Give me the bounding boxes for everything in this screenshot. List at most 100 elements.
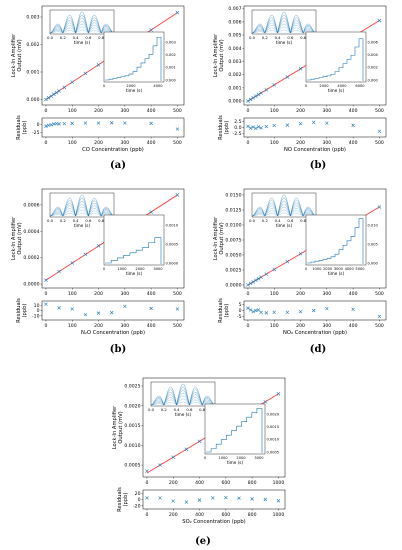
inset-steps-curve [206,407,263,453]
inset-steps-x-tick-label: 0 [103,267,106,271]
inset-trace-frame [49,192,115,218]
data-point-stroke [272,267,277,272]
residual-point [57,122,61,126]
residual-point-stroke [377,314,382,319]
data-point-stroke [70,261,75,265]
inset-steps-x-tick-label: 3000 [254,456,264,460]
residual-point-stroke [259,126,263,130]
data-point [264,88,269,92]
residual-y-tick-label: 0 [138,497,141,503]
residuals-axis-label-line: (ppb) [224,121,230,135]
inset-steps-xlabel: time (s) [328,271,345,276]
residual-point-stroke [175,307,180,311]
data-point [96,243,101,248]
data-point [184,447,189,452]
residual-point-stroke [96,121,101,125]
data-point [62,85,67,90]
residual-point-stroke [96,311,101,315]
residual-point [123,304,127,308]
residual-x-tick-label: 100 [270,323,279,329]
residual-y-tick-label: 0 [37,308,40,314]
y-tick-label: 0.0150 [225,193,241,199]
data-point-stroke [49,94,54,99]
panel-d: 0.00000.00250.00500.00750.01000.01250.01… [213,188,387,336]
data-point-stroke [264,272,269,276]
residual-y-tick-label: -2.5 [233,131,242,137]
y-axis-label: Lock-In AmplifierOutput (mV) [112,405,124,449]
residual-x-tick-label: 400 [349,140,358,146]
data-point-stroke [197,439,202,444]
data-point-stroke [248,281,253,286]
y-axis-label-line: Output (mV) [118,411,124,443]
data-point-stroke [57,269,61,274]
y-axis-label: Lock-In AmplifierOutput (mV) [213,33,225,77]
data-point [259,275,263,280]
residuals-axis-label-line: Residuals [16,298,22,323]
residual-point-stroke [248,126,253,130]
data-point-stroke [175,193,180,197]
data-point-stroke [149,210,153,214]
residuals-axis-label-line: (ppb) [123,493,129,507]
residual-x-tick-label: 500 [173,140,182,146]
data-point-stroke [62,85,67,90]
residual-point [285,123,290,127]
residual-x-tick-label: 200 [296,140,305,146]
inset-trace-tick-label: 0.4 [73,35,80,40]
inset-trace-tick-label: 0.0 [249,35,256,40]
residual-point [197,498,202,502]
residuals-plot-frame [243,300,387,321]
residual-point-stroke [256,308,261,312]
inset-trace-curve [49,200,115,217]
data-point-stroke [246,283,250,287]
residual-x-tick-label: 500 [173,323,182,329]
data-point [246,99,250,103]
residuals-axis-label-line: (ppb) [22,304,28,318]
residual-point [70,121,74,126]
residual-point [251,309,255,314]
y-axis-label-line: Lock-In Amplifier [11,216,17,260]
data-point [197,439,202,444]
residuals-axis-label: Residuals(ppb) [117,487,129,512]
residual-x-tick-label: 300 [120,140,129,146]
residual-point-stroke [52,122,56,126]
residual-x-tick-label: 300 [322,140,331,146]
y-tick-label: 0.002 [26,42,39,48]
data-point [254,278,258,283]
y-tick-label: 0.005 [228,33,241,39]
y-tick-label: 0.003 [26,15,39,21]
residual-point [298,309,303,314]
data-point [272,267,277,272]
residual-point [224,495,228,500]
residual-point [254,126,258,131]
x-tick-label: 400 [349,291,358,297]
x-tick-label: 0 [145,480,148,486]
inset-trace-curve [251,200,317,217]
data-point-stroke [377,205,382,209]
inset-trace-curve [49,17,115,34]
inset-trace-tick-label: 0.6 [186,407,193,412]
inset-trace-curve [150,386,216,406]
y-axis-label-line: Lock-In Amplifier [11,33,17,77]
data-point [44,97,48,102]
inset-steps-x-tick-label: 1000 [218,456,228,460]
y-tick-label: 0.002 [228,72,241,78]
residual-point-stroke [259,310,263,314]
data-point-stroke [298,251,303,256]
inset-steps-y-tick-label: 0.0010 [166,223,179,227]
main-plot-frame [243,188,387,289]
residual-point-stroke [311,120,316,124]
data-point [96,63,101,67]
y-tick-label: 0.0006 [23,202,39,208]
residual-point-stroke [263,497,267,502]
residual-x-tick-label: 300 [322,323,331,329]
data-point [54,90,59,95]
y-tick-label: 0.0025 [124,384,140,390]
inset-trace-tick-label: 0.8 [98,35,105,40]
data-point-stroke [149,28,153,32]
panel-a: 0.0000.0010.0020.00300100100200200300300… [11,5,185,153]
y-axis-label-line: Output (mV) [17,39,23,71]
inset-steps-curve [105,237,162,264]
data-point [298,67,303,71]
residual-point [285,310,290,314]
data-point-stroke [46,96,51,100]
